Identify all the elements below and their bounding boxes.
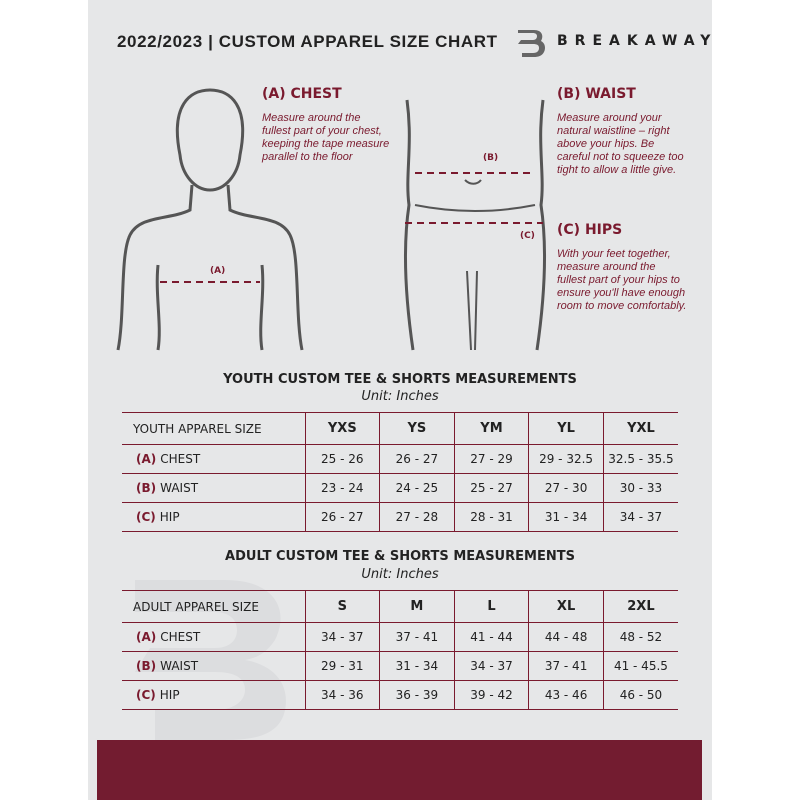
measure-label: (A) CHEST [122,622,305,652]
measure-name: CHEST [160,452,201,466]
size-header: YS [379,412,455,445]
measure-letter: (C) [136,510,156,524]
measure-label: (C) HIP [122,502,305,532]
measure-letter: (A) [136,630,157,644]
adult-size-table: ADULT APPAREL SIZE S M L XL 2XL (A) CHEST 34 - 3… [122,590,678,710]
table-cell: 28 - 31 [453,502,529,532]
size-header: L [453,590,529,623]
chest-heading: (A) CHEST [262,86,342,102]
table-cell: 34 - 37 [453,651,529,681]
table-cell: 34 - 36 [304,680,380,710]
lower-body-figure [404,99,546,351]
table-cell: 26 - 27 [304,502,380,532]
table-cell: 48 - 52 [602,622,678,652]
size-header: 2XL [602,590,678,623]
table-cell: 41 - 44 [453,622,529,652]
measure-name: WAIST [160,659,199,673]
chest-marker: (A) [210,266,226,276]
footer-bar [97,740,702,800]
youth-size-table: YOUTH APPAREL SIZE YXS YS YM YL YXL (A) CHEST 25… [122,412,678,532]
measure-name: CHEST [160,630,201,644]
table-header-row: YOUTH APPAREL SIZE YXS YS YM YL YXL [122,412,678,445]
table-cell: 46 - 50 [602,680,678,710]
table-cell: 31 - 34 [379,651,455,681]
measure-label: (A) CHEST [122,444,305,474]
table-cell: 36 - 39 [379,680,455,710]
size-header: YXS [304,412,380,445]
size-header: YM [453,412,529,445]
measure-name: WAIST [160,481,199,495]
table-row: (C) HIP 26 - 27 27 - 28 28 - 31 31 - 34 34 - 3… [122,502,678,532]
table-cell: 25 - 27 [453,473,529,503]
table-header-row: ADULT APPAREL SIZE S M L XL 2XL [122,590,678,623]
measure-letter: (C) [136,688,156,702]
hips-description: With your feet together, measure around … [557,248,687,312]
page-title: 2022/2023 | CUSTOM APPAREL SIZE CHART [117,32,498,51]
table-cell: 37 - 41 [379,622,455,652]
size-header: XL [528,590,604,623]
table-row: (C) HIP 34 - 36 36 - 39 39 - 42 43 - 46 46 - 5… [122,680,678,710]
table-cell: 34 - 37 [304,622,380,652]
measure-label: (B) WAIST [122,473,305,503]
waist-marker: (B) [483,153,499,163]
waist-heading: (B) WAIST [557,86,636,102]
chest-description: Measure around the fullest part of your … [262,112,390,163]
size-header: YL [528,412,604,445]
size-header: M [379,590,455,623]
table-row: (B) WAIST 29 - 31 31 - 34 34 - 37 37 - 41 41 -… [122,651,678,681]
adult-table-title: ADULT CUSTOM TEE & SHORTS MEASUREMENTS [225,549,575,564]
table-cell: 27 - 29 [453,444,529,474]
upper-body-figure [116,88,304,351]
measure-letter: (B) [136,659,157,673]
measure-letter: (A) [136,452,157,466]
measure-letter: (B) [136,481,157,495]
table-row: (A) CHEST 34 - 37 37 - 41 41 - 44 44 - 48 48 -… [122,622,678,652]
table-cell: 25 - 26 [304,444,380,474]
size-header: YXL [602,412,678,445]
table-cell: 44 - 48 [528,622,604,652]
table-cell: 32.5 - 35.5 [602,444,678,474]
measure-label: (B) WAIST [122,651,305,681]
table-cell: 31 - 34 [528,502,604,532]
hips-marker: (C) [520,231,535,241]
table-cell: 43 - 46 [528,680,604,710]
table-cell: 24 - 25 [379,473,455,503]
adult-unit: Unit: Inches [361,567,439,582]
waist-description: Measure around your natural waistline – … [557,112,684,176]
size-label: YOUTH APPAREL SIZE [122,412,305,445]
youth-unit: Unit: Inches [361,389,439,404]
breakaway-logo-icon [518,30,545,57]
brand-name: BREAKAWAY [557,33,718,49]
measure-name: HIP [159,688,180,702]
hips-heading: (C) HIPS [557,222,623,238]
table-cell: 27 - 30 [528,473,604,503]
size-label: ADULT APPAREL SIZE [122,590,305,623]
measure-label: (C) HIP [122,680,305,710]
table-cell: 41 - 45.5 [602,651,678,681]
table-cell: 29 - 31 [304,651,380,681]
table-row: (B) WAIST 23 - 24 24 - 25 25 - 27 27 - 30 30 -… [122,473,678,503]
table-cell: 34 - 37 [602,502,678,532]
table-cell: 37 - 41 [528,651,604,681]
measure-name: HIP [159,510,180,524]
table-cell: 27 - 28 [379,502,455,532]
table-cell: 23 - 24 [304,473,380,503]
table-cell: 30 - 33 [602,473,678,503]
table-cell: 26 - 27 [379,444,455,474]
table-cell: 29 - 32.5 [528,444,604,474]
youth-table-title: YOUTH CUSTOM TEE & SHORTS MEASUREMENTS [223,372,577,387]
table-row: (A) CHEST 25 - 26 26 - 27 27 - 29 29 - 32.5 32… [122,444,678,474]
table-cell: 39 - 42 [453,680,529,710]
size-header: S [304,590,380,623]
